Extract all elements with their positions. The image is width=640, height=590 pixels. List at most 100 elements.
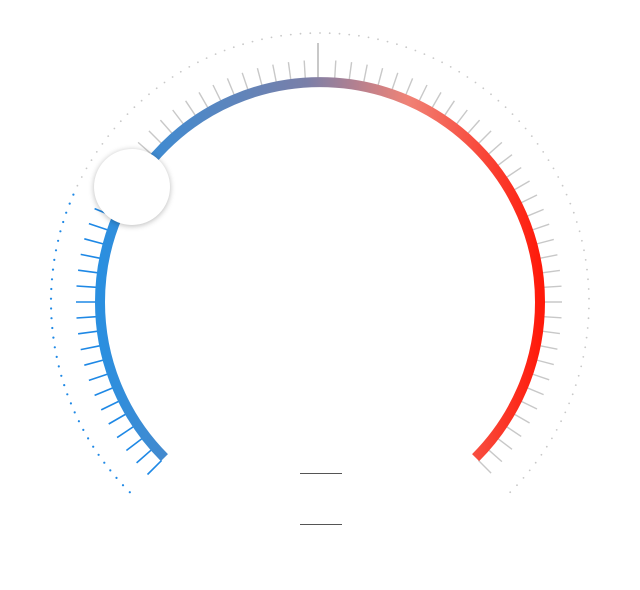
tick-mark	[520, 400, 538, 410]
ring-dot	[432, 57, 435, 59]
ring-dot-active	[103, 461, 106, 464]
ring-dot	[449, 66, 452, 68]
ring-dot	[188, 66, 191, 68]
ring-dot	[414, 49, 417, 52]
tick-mark	[531, 223, 550, 231]
tick-mark	[536, 359, 554, 366]
ring-dot	[423, 53, 426, 55]
tick-mark-active	[88, 222, 109, 231]
ring-dot	[348, 33, 351, 36]
tick-mark	[418, 84, 428, 102]
ring-dot-active	[68, 202, 71, 205]
ring-dot	[588, 297, 590, 300]
ring-dot	[575, 221, 578, 223]
ring-dot-active	[65, 211, 68, 214]
tick-mark	[377, 68, 384, 86]
ring-dot	[163, 81, 166, 84]
tick-mark	[505, 167, 522, 179]
ring-dot-active	[53, 346, 56, 349]
tick-mark	[542, 330, 560, 335]
ring-dot	[338, 32, 341, 35]
ring-dot	[552, 167, 555, 170]
ring-dot	[572, 211, 575, 214]
ring-dot-active	[50, 317, 53, 320]
ring-dot	[528, 469, 531, 472]
tick-mark-active	[94, 386, 114, 397]
dotted-outer-ring	[49, 32, 590, 494]
dial-knob[interactable]	[94, 149, 170, 225]
ring-dot	[205, 57, 208, 59]
ring-dot	[587, 278, 589, 281]
tick-mark	[226, 78, 235, 96]
ring-dot	[581, 239, 583, 242]
ring-dot	[497, 99, 500, 102]
ring-dot-active	[57, 365, 60, 368]
tick-mark-active	[76, 285, 97, 289]
ring-dot	[242, 43, 245, 46]
ring-dot	[107, 135, 110, 138]
ring-dot-active	[51, 268, 55, 271]
ring-dot	[580, 365, 583, 368]
ring-dot-active	[51, 326, 54, 330]
tick-mark-active	[136, 449, 153, 464]
ring-dot	[358, 34, 360, 37]
ring-dot	[270, 36, 273, 39]
ring-dot	[524, 127, 527, 130]
ring-dot	[232, 46, 235, 49]
tick-mark	[543, 285, 562, 288]
tick-mark	[526, 208, 544, 217]
tick-mark	[536, 238, 554, 245]
ring-dot	[564, 411, 567, 414]
ring-dot	[251, 40, 254, 43]
ring-dot	[557, 176, 560, 178]
tick-mark	[543, 316, 562, 319]
ring-dot-active	[77, 420, 80, 423]
ring-dot	[309, 32, 312, 35]
ring-dot	[518, 120, 521, 123]
ring-dot	[140, 99, 143, 102]
ring-dot-active	[62, 220, 65, 224]
tick-mark	[185, 100, 197, 117]
tick-mark	[334, 60, 337, 79]
ring-dot-active	[54, 249, 58, 252]
ring-dot	[578, 230, 581, 233]
ring-dot	[386, 40, 389, 43]
ring-dot-active	[53, 258, 56, 261]
tick-mark	[477, 130, 492, 145]
ring-dot-active	[73, 411, 76, 414]
ring-dot	[458, 70, 461, 73]
ring-dot-active	[128, 491, 131, 494]
ring-dot	[584, 346, 587, 349]
ring-dot	[179, 70, 182, 73]
ring-dot-active	[66, 393, 69, 396]
ring-dot	[545, 445, 548, 448]
tick-mark	[487, 449, 503, 463]
ring-dot	[396, 43, 398, 46]
tick-mark	[497, 154, 513, 167]
ring-dot	[540, 453, 543, 456]
readout-secondary-line	[300, 524, 342, 525]
ring-dot	[509, 491, 512, 494]
ring-dot-active	[49, 297, 53, 300]
ring-dot	[95, 151, 98, 153]
tick-mark-active	[108, 413, 127, 425]
ring-dot	[133, 106, 136, 109]
tick-mark	[520, 194, 538, 204]
ring-dot	[490, 93, 492, 96]
ring-dot	[223, 49, 226, 52]
tick-mark	[539, 345, 558, 350]
ring-dot	[171, 76, 174, 78]
tick-mark	[513, 180, 530, 191]
ring-dot-active	[55, 355, 58, 358]
tick-mark	[303, 60, 306, 79]
tick-mark-active	[116, 425, 135, 439]
ring-dot	[261, 38, 263, 41]
tick-mark	[391, 72, 399, 91]
ring-dot	[582, 356, 585, 358]
ring-dot	[511, 113, 514, 115]
ring-dot	[534, 461, 537, 464]
ring-dot	[587, 288, 590, 290]
temperature-arc[interactable]	[95, 77, 545, 462]
